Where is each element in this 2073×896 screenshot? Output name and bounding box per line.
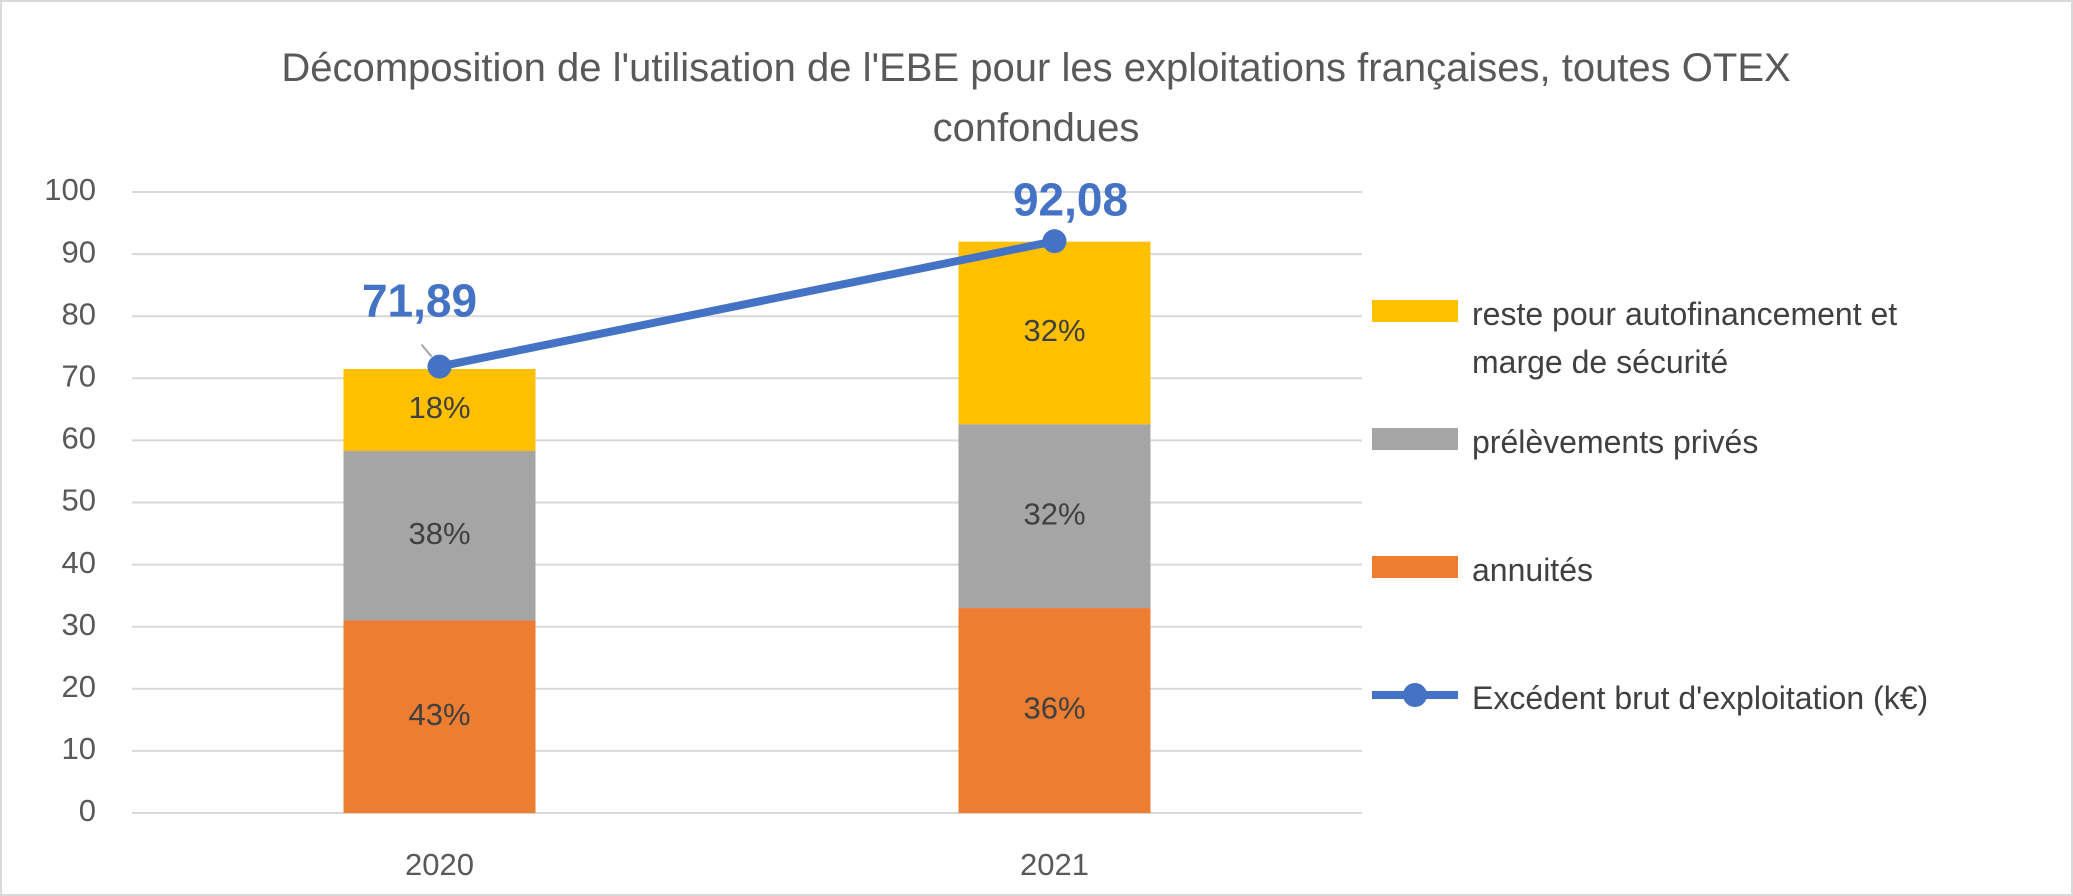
legend-swatch	[1372, 683, 1458, 707]
bar-segment	[343, 368, 536, 451]
legend-swatch	[1372, 300, 1458, 322]
bar-segment	[343, 450, 536, 621]
data-label: 43%	[408, 697, 470, 732]
data-label: 92,08	[1013, 173, 1128, 225]
bar-segment	[958, 241, 1151, 425]
line	[438, 237, 1056, 371]
y-tick-label: 90	[62, 234, 96, 269]
y-tick-label: 50	[62, 483, 96, 518]
legend-label: reste pour autofinancement et marge de s…	[1472, 296, 1898, 380]
y-tick-label: 70	[62, 358, 96, 393]
leader-line	[420, 343, 433, 358]
data-label: 71,89	[362, 275, 477, 327]
y-tick-label: 80	[62, 296, 96, 331]
line-marker	[427, 354, 452, 379]
legend-swatch	[1372, 428, 1458, 450]
x-tick-label: 2020	[405, 847, 474, 882]
data-label: 32%	[1023, 496, 1085, 531]
y-tick-label: 100	[44, 172, 96, 207]
y-tick-label: 30	[62, 607, 96, 642]
chart-title: Décomposition de l'utilisation de l'EBE …	[281, 46, 1791, 150]
data-label: 38%	[408, 516, 470, 551]
bar-segment	[958, 608, 1151, 813]
x-tick-label: 2021	[1020, 847, 1089, 882]
bar-segment	[958, 424, 1151, 609]
line-marker	[1042, 229, 1067, 254]
legend-label: prélèvements privés	[1472, 424, 1759, 460]
bar-segment	[343, 620, 536, 813]
legend-label: Excédent brut d'exploitation (k€)	[1472, 680, 1929, 716]
data-label: 36%	[1023, 691, 1085, 726]
data-label: 32%	[1023, 313, 1085, 348]
legend-item: prélèvements privés	[1372, 418, 1992, 466]
legend-item: Excédent brut d'exploitation (k€)	[1372, 674, 1992, 722]
title-box: Décomposition de l'utilisation de l'EBE …	[281, 46, 1791, 150]
legend-item: annuités	[1372, 546, 1992, 594]
y-tick-label: 0	[79, 793, 96, 828]
y-tick-label: 10	[62, 731, 96, 766]
y-tick-label: 20	[62, 669, 96, 704]
legend-swatch	[1372, 556, 1458, 578]
legend-label: annuités	[1472, 552, 1593, 588]
y-tick-label: 40	[62, 545, 96, 580]
y-tick-label: 60	[62, 421, 96, 456]
legend-item: reste pour autofinancement et marge de s…	[1372, 290, 1992, 386]
data-label: 18%	[408, 390, 470, 425]
